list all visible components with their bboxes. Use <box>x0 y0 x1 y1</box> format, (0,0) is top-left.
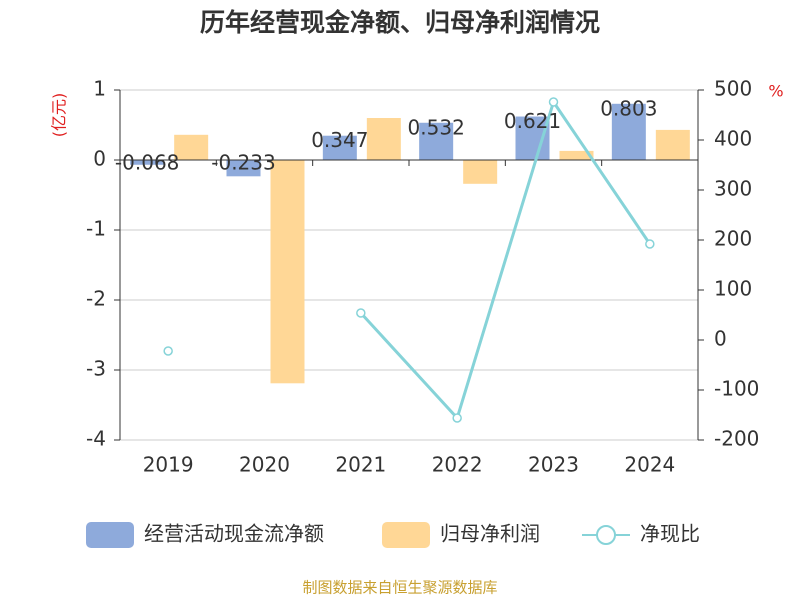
bar <box>463 160 498 184</box>
y2-tick-label: -200 <box>714 427 759 451</box>
x-tick-label: 2022 <box>432 453 483 477</box>
y-tick-label: -4 <box>86 427 106 451</box>
y-tick-label: 1 <box>93 77 106 101</box>
source-note: 制图数据来自恒生聚源数据库 <box>302 579 497 597</box>
x-tick-label: 2020 <box>239 453 290 477</box>
y2-tick-label: 0 <box>714 327 727 351</box>
x-tick-label: 2024 <box>624 453 675 477</box>
bar <box>611 103 646 160</box>
y2-tick-label: 200 <box>714 227 752 251</box>
chart-title: 历年经营现金净额、归母净利润情况 <box>200 8 600 37</box>
bar <box>366 118 401 160</box>
legend-swatch <box>382 522 430 548</box>
legend-swatch <box>86 522 134 548</box>
y2-tick-label: 300 <box>714 177 752 201</box>
data-label: 0.803 <box>600 96 657 120</box>
y-axis-label: (亿元) <box>50 93 69 138</box>
y-tick-label: -1 <box>86 217 106 241</box>
y2-tick-label: 500 <box>714 77 752 101</box>
bar <box>655 129 690 160</box>
y2-tick-label: 100 <box>714 277 752 301</box>
line-point <box>548 97 559 107</box>
y-tick-label: -2 <box>86 287 106 311</box>
bar <box>130 160 165 165</box>
data-label: 0.532 <box>408 115 465 139</box>
y2-tick-label: -100 <box>714 377 759 401</box>
data-label: 0.621 <box>504 109 561 133</box>
bar <box>559 150 594 160</box>
x-tick-label: 2021 <box>335 453 386 477</box>
y2-axis-label: % <box>768 82 783 101</box>
legend-swatch <box>596 525 616 545</box>
line <box>359 98 652 421</box>
line-point <box>163 346 173 356</box>
y-tick-label: -3 <box>86 357 106 381</box>
bar <box>226 160 261 177</box>
legend-label: 归母净利润 <box>440 522 540 546</box>
line-point <box>452 413 462 423</box>
bar <box>419 122 454 160</box>
line-point <box>645 239 655 249</box>
bar <box>322 135 357 160</box>
line-point <box>356 308 366 318</box>
y2-tick-label: 400 <box>714 127 752 151</box>
y-tick-label: 0 <box>93 147 106 171</box>
legend-label: 经营活动现金流净额 <box>144 522 324 546</box>
bar <box>174 134 209 160</box>
data-label: 0.347 <box>311 128 368 152</box>
x-tick-label: 2023 <box>528 453 579 477</box>
bar <box>270 160 305 384</box>
data-label: -0.068 <box>115 151 179 175</box>
legend-label: 净现比 <box>640 522 700 546</box>
data-label: -0.233 <box>211 151 275 175</box>
x-tick-label: 2019 <box>143 453 194 477</box>
